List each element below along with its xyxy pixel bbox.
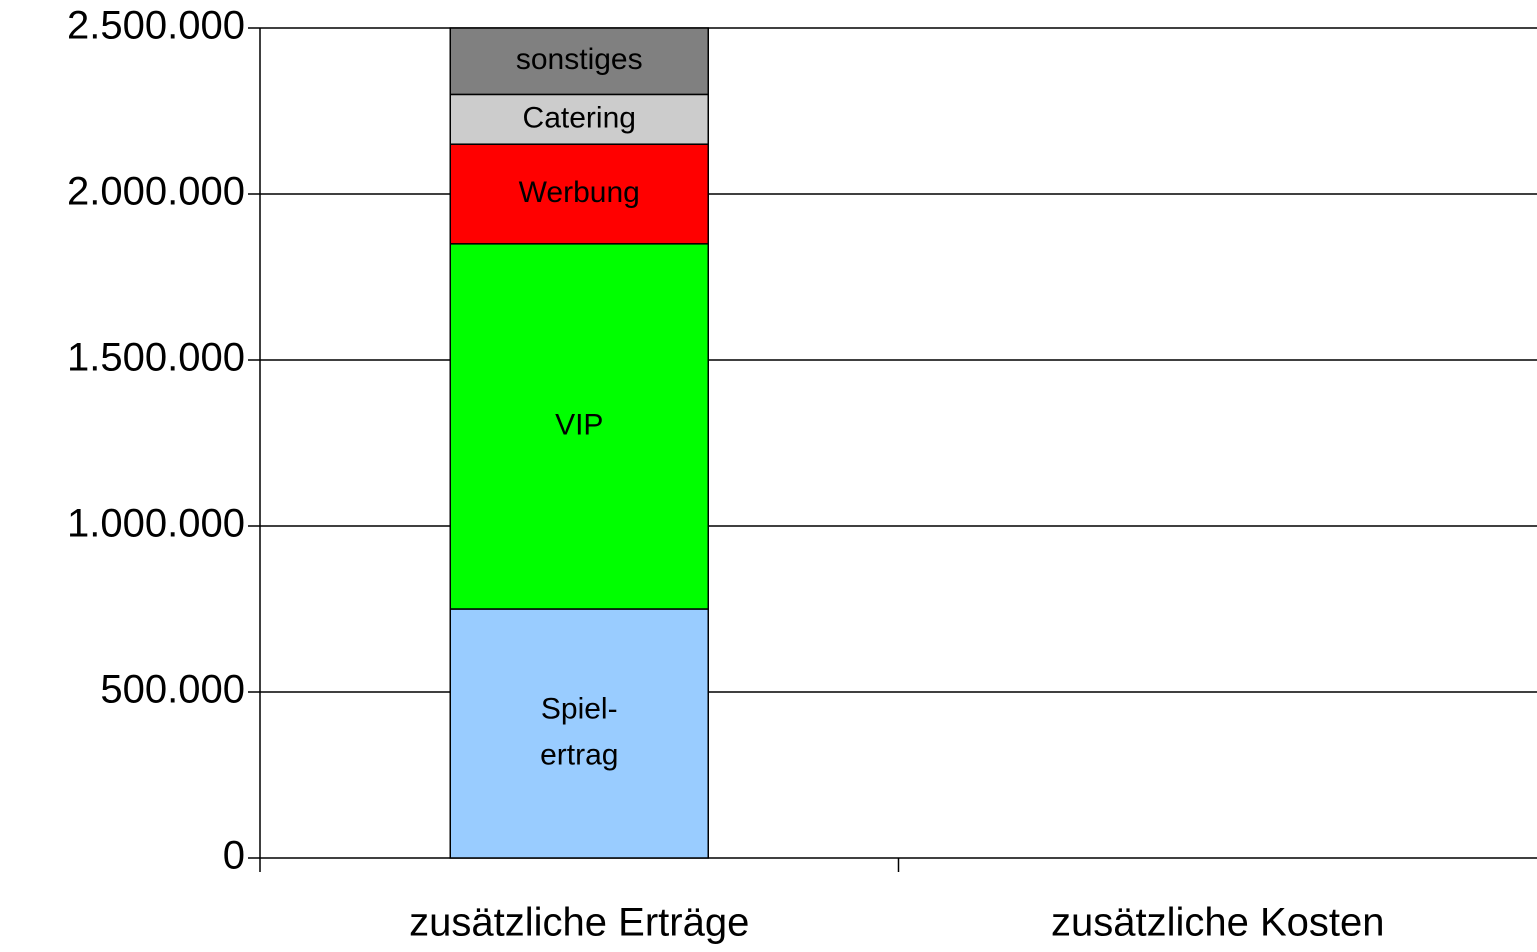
- bar-segment: [449, 27, 709, 96]
- segment-label: Catering: [523, 101, 636, 134]
- bar-segment: [449, 608, 709, 859]
- bar-segment: [449, 143, 709, 245]
- x-tick-label: zusätzliche Kosten: [1051, 901, 1385, 945]
- y-tick-label: 500.000: [100, 668, 245, 712]
- x-tick-label: zusätzliche Erträge: [409, 901, 749, 945]
- segment-label-line: Spiel-: [541, 692, 618, 725]
- y-tick-label: 1.500.000: [67, 336, 245, 380]
- segment-label-line: ertrag: [540, 738, 618, 771]
- y-tick-label: 2.500.000: [67, 4, 245, 48]
- segment-label: VIP: [555, 408, 603, 441]
- segment-label-line: Catering: [523, 101, 636, 134]
- segment-label-line: Werbung: [519, 176, 640, 209]
- y-tick-label: 0: [223, 834, 245, 878]
- segment-label: Werbung: [519, 176, 640, 209]
- segment-label: Spiel-ertrag: [540, 692, 618, 771]
- y-tick-label: 2.000.000: [67, 170, 245, 214]
- segment-label-line: VIP: [555, 408, 603, 441]
- segment-label-line: sonstiges: [516, 43, 643, 76]
- bar-segment: [449, 243, 709, 610]
- y-tick-label: 1.000.000: [67, 502, 245, 546]
- segment-label: sonstiges: [516, 43, 643, 76]
